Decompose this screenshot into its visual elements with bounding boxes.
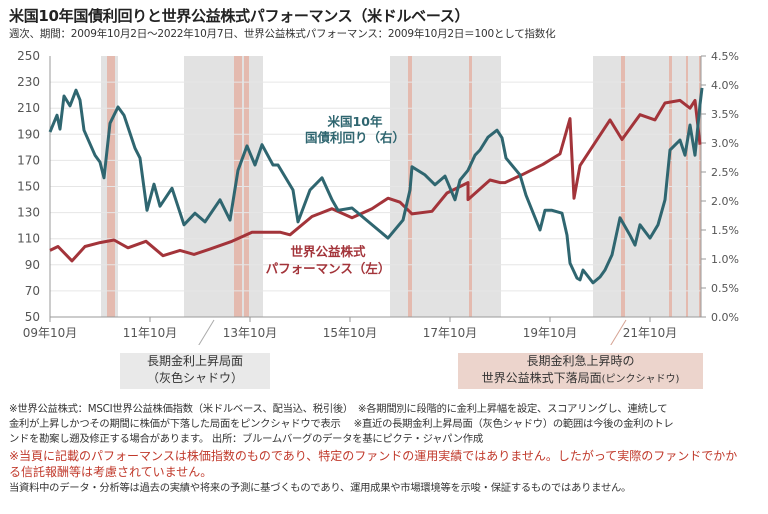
y-left-tick-label: 170 — [17, 153, 40, 167]
note-line-3: ンドを勘案し遡及修正する場合があります。 出所：ブルームバーグのデータを基にピク… — [9, 433, 483, 446]
y-left-tick-label: 110 — [17, 232, 40, 246]
series-lines — [48, 87, 704, 285]
y-left-tick-label: 130 — [17, 206, 40, 220]
page-title: 米国10年国債利回りと世界公益株式パフォーマンス（米ドルベース） — [9, 7, 470, 25]
footnotes: ※世界公益株式：MSCI世界公益株価指数（米ドルベース、配当込、税引後） ※各期… — [9, 402, 761, 496]
y-left-tick-label: 150 — [17, 180, 40, 194]
x-tick-label: 21年10月 — [623, 326, 678, 340]
pink-shade-callout: 長期金利急上昇時の 世界公益株式下落局面(ピンクシャドウ) — [458, 353, 703, 389]
x-tick-label: 19年10月 — [523, 326, 578, 340]
y-right-tick-label: 0.5% — [711, 282, 739, 295]
y-left-tick-label: 70 — [25, 284, 40, 298]
y-left-tick-label: 90 — [25, 258, 40, 272]
equity-series-label-line2: パフォーマンス（左） — [266, 261, 391, 276]
equity-series-label-line1: 世界公益株式 — [290, 244, 366, 259]
y-right-tick-label: 1.5% — [711, 224, 739, 237]
gridlines — [50, 81, 701, 292]
pink-callout-line1: 長期金利急上昇時の — [526, 354, 635, 368]
y-left-tick-label: 50 — [25, 310, 40, 324]
note-line-2: 金利が上昇しかつその期間に株価が下落した局面をピンクシャドウで表示 ※直近の長期… — [9, 418, 674, 431]
gray-callout-line1: 長期金利上昇局面 — [146, 354, 243, 368]
yield-series-label-line2: 国債利回り（右） — [305, 130, 405, 145]
y-left-tick-label: 210 — [17, 101, 40, 115]
pink-callout-line2-small: (ピンクシャドウ) — [601, 374, 680, 385]
yield-series-label-line1: 米国10年 — [327, 114, 383, 129]
pink-callout-line2: 世界公益株式下落局面 — [481, 371, 602, 385]
gray-callout-line2: （灰色シャドウ） — [146, 371, 243, 385]
y-right-tick-label: 0.0% — [711, 311, 739, 324]
y-right-tick-label: 3.5% — [711, 108, 739, 121]
warning-line-2: る信託報酬等は考慮されていません。 — [9, 465, 213, 480]
x-tick-label: 17年10月 — [423, 326, 478, 340]
y-left-tick-label: 230 — [17, 75, 40, 89]
y-right-tick-label: 2.0% — [711, 195, 739, 208]
gray-callout-leader — [198, 319, 215, 345]
gray-shade-callout: 長期金利上昇局面 （灰色シャドウ） — [120, 353, 270, 389]
x-tick-label: 09年10月 — [23, 326, 78, 340]
axes: 250 230 210 190 170 150 130 110 90 70 50 4.5% 4.0% 3.… — [17, 49, 739, 345]
series-labels: 米国10年国債利回り（右） 世界公益株式パフォーマンス（左） — [266, 114, 405, 276]
x-tick-label: 13年10月 — [223, 326, 278, 340]
y-right-tick-label: 2.5% — [711, 166, 739, 179]
chart: 250 230 210 190 170 150 130 110 90 70 50 4.5% 4.0% 3.… — [17, 49, 739, 345]
pink-callout-leader — [610, 319, 627, 345]
y-right-tick-label: 4.0% — [711, 79, 739, 92]
y-right-tick-label: 1.0% — [711, 253, 739, 266]
disclaimer: 当資料中のデータ・分析等は過去の実績や将来の予測に基づくものであり、運用成果や市… — [9, 481, 632, 494]
warning-line-1: ※当頁に記載のパフォーマンスは株価指数のものであり、特定のファンドの運用実績では… — [9, 448, 738, 463]
y-right-tick-label: 4.5% — [711, 50, 739, 63]
y-right-tick-label: 3.0% — [711, 137, 739, 150]
y-left-tick-label: 250 — [17, 49, 40, 63]
note-line-1: ※世界公益株式：MSCI世界公益株価指数（米ドルベース、配当込、税引後） ※各期… — [9, 403, 668, 415]
y-left-tick-label: 190 — [17, 127, 40, 141]
x-tick-label: 11年10月 — [123, 326, 178, 340]
page-subtitle: 週次、期間：2009年10月2日～2022年10月7日、世界公益株式パフォーマン… — [9, 28, 556, 40]
x-tick-label: 15年10月 — [323, 326, 378, 340]
